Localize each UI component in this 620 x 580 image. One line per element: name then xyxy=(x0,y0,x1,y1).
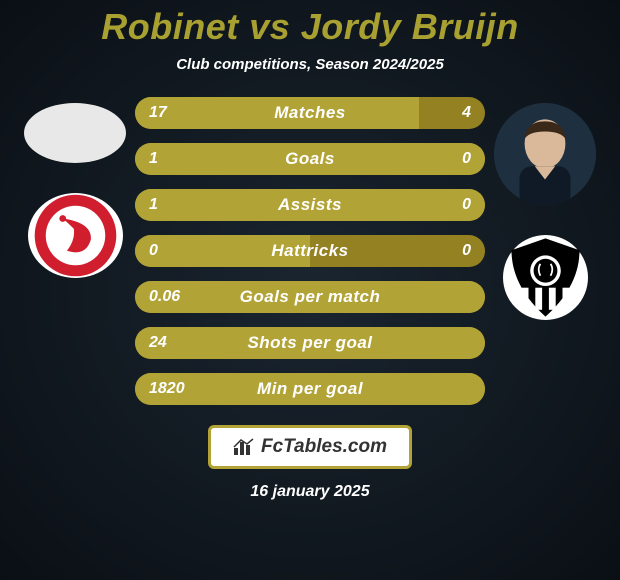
club-right-logo xyxy=(503,235,588,320)
stat-row: 1820Min per goal xyxy=(135,373,485,405)
stat-value-right: 0 xyxy=(462,242,471,260)
stat-label: Assists xyxy=(135,195,485,215)
stat-label: Min per goal xyxy=(135,379,485,399)
stat-label: Goals per match xyxy=(135,287,485,307)
stat-value-right: 0 xyxy=(462,150,471,168)
player-right-portrait xyxy=(494,103,596,205)
club-left-logo xyxy=(28,193,123,278)
heracles-icon xyxy=(503,235,588,320)
stat-label: Hattricks xyxy=(135,241,485,261)
subtitle: Club competitions, Season 2024/2025 xyxy=(176,56,444,73)
stat-value-right: 4 xyxy=(462,104,471,122)
stat-label: Shots per goal xyxy=(135,333,485,353)
stat-label: Goals xyxy=(135,149,485,169)
stat-label: Matches xyxy=(135,103,485,123)
stat-row: 1Goals0 xyxy=(135,143,485,175)
right-side xyxy=(485,97,605,320)
stat-value-right: 0 xyxy=(462,196,471,214)
player-left-avatar xyxy=(24,103,126,163)
stat-row: 17Matches4 xyxy=(135,97,485,129)
stat-row: 0Hattricks0 xyxy=(135,235,485,267)
footer-brand: FcTables.com xyxy=(261,436,387,458)
player-right-avatar xyxy=(494,103,596,205)
stat-row: 24Shots per goal xyxy=(135,327,485,359)
stat-row: 0.06Goals per match xyxy=(135,281,485,313)
almere-city-icon xyxy=(28,193,123,278)
stats-column: 17Matches41Goals01Assists00Hattricks00.0… xyxy=(135,97,485,405)
stat-row: 1Assists0 xyxy=(135,189,485,221)
page-title: Robinet vs Jordy Bruijn xyxy=(101,6,519,48)
footer-date: 16 january 2025 xyxy=(250,483,369,501)
left-side xyxy=(15,97,135,278)
footer-badge: FcTables.com xyxy=(208,425,412,469)
content: Robinet vs Jordy Bruijn Club competition… xyxy=(0,0,620,580)
main-row: 17Matches41Goals01Assists00Hattricks00.0… xyxy=(0,97,620,405)
bars-icon xyxy=(233,438,255,456)
